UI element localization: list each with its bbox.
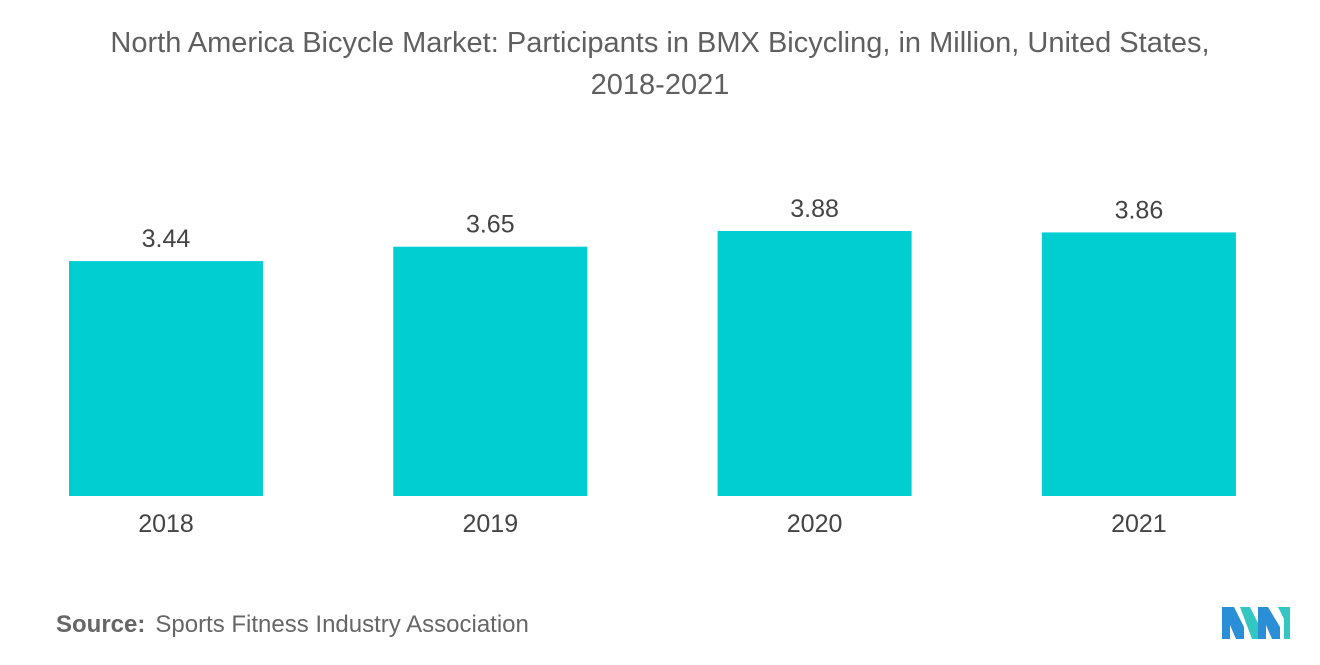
mordor-intelligence-logo-icon <box>1222 607 1290 639</box>
bar-2021 <box>1041 232 1236 496</box>
chart-title-line-2: 2018-2021 <box>590 69 730 101</box>
chart-title-line-1: North America Bicycle Market: Participan… <box>110 27 1210 59</box>
source-note: Source: Sports Fitness Industry Associati… <box>56 611 529 639</box>
data-label-2018: 3.44 <box>142 225 191 253</box>
data-label-2021: 3.86 <box>1115 196 1164 224</box>
data-label-2020: 3.88 <box>790 195 839 223</box>
bar-2019 <box>393 246 588 496</box>
bar-2020 <box>717 231 912 496</box>
x-tick-label-2019: 2019 <box>462 510 518 538</box>
source-label: Source: <box>56 611 146 638</box>
data-label-2019: 3.65 <box>466 211 515 239</box>
chart-title: North America Bicycle Market: Participan… <box>0 22 1320 106</box>
source-text: Sports Fitness Industry Association <box>155 611 529 638</box>
x-tick-label-2018: 2018 <box>138 510 194 538</box>
bar-2018 <box>69 261 263 496</box>
x-tick-label-2021: 2021 <box>1111 510 1167 538</box>
x-tick-label-2020: 2020 <box>787 510 843 538</box>
